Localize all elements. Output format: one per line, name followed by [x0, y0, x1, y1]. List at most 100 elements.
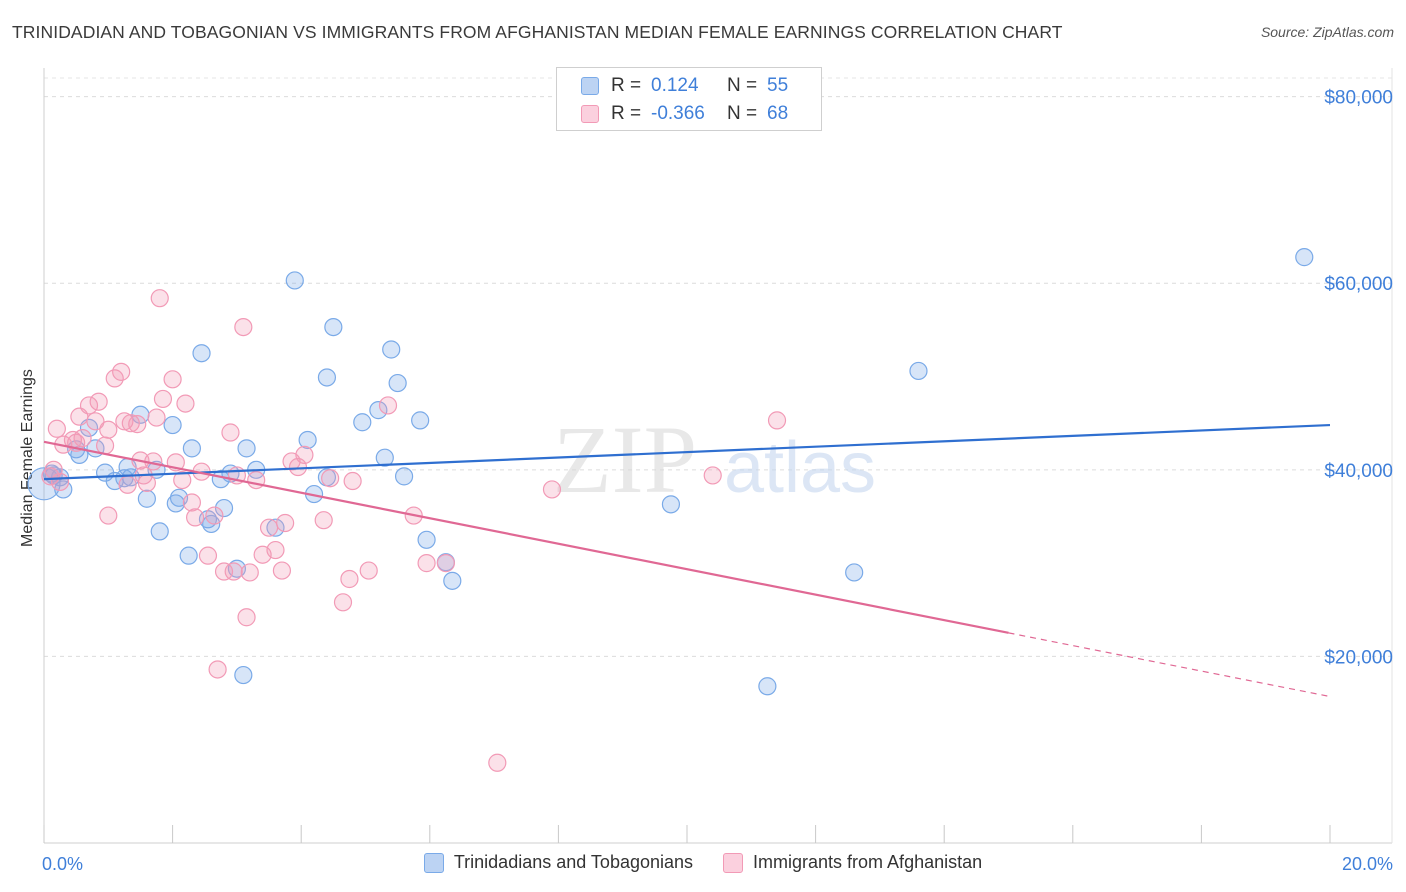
data-point-afghanistan — [182, 493, 201, 512]
data-point-afghanistan — [121, 414, 140, 433]
legend-n-label: N = — [727, 103, 758, 124]
data-point-trinidadians — [285, 271, 304, 290]
data-point-trinidadians — [388, 373, 407, 393]
data-point-trinidadians — [234, 665, 253, 685]
data-point-afghanistan — [105, 369, 124, 388]
data-point-afghanistan — [86, 412, 105, 431]
data-point-afghanistan — [186, 508, 205, 527]
data-point-trinidadians — [298, 430, 317, 450]
data-point-afghanistan — [198, 546, 218, 565]
legend-item-trinidadians[interactable]: Trinidadians and Tobagonians — [423, 852, 694, 873]
data-point-trinidadians — [411, 411, 430, 430]
legend-label-afghanistan: Immigrants from Afghanistan — [753, 852, 983, 872]
data-point-trinidadians — [375, 448, 394, 467]
data-point-afghanistan — [266, 540, 285, 560]
data-point-trinidadians — [353, 413, 372, 432]
data-point-trinidadians — [237, 439, 256, 458]
data-point-afghanistan — [276, 513, 295, 533]
data-point-afghanistan — [147, 408, 166, 427]
data-point-trinidadians — [266, 518, 285, 537]
data-point-trinidadians — [382, 340, 401, 359]
data-point-trinidadians — [845, 563, 864, 582]
data-point-afghanistan — [378, 396, 398, 415]
tick-labels: $20,000 $40,000 $60,000 $80,000 0.0% 20.0% — [42, 88, 1393, 874]
data-point-afghanistan — [343, 471, 362, 491]
data-point-trinidadians — [394, 467, 414, 486]
y-tick-label: $60,000 — [1324, 274, 1393, 295]
data-point-afghanistan — [173, 470, 192, 490]
legend-row-afghanistan: R = -0.366 N = 68 — [581, 101, 788, 127]
data-point-afghanistan — [128, 415, 147, 434]
chart-source: Source: ZipAtlas.com — [1260, 24, 1394, 40]
data-point-trinidadians — [758, 677, 777, 696]
data-point-afghanistan — [99, 506, 118, 525]
data-point-trinidadians — [150, 522, 169, 541]
data-point-trinidadians — [369, 401, 388, 420]
data-point-afghanistan — [703, 466, 722, 485]
data-point-afghanistan — [79, 396, 99, 415]
data-point-afghanistan — [314, 511, 333, 530]
axes — [43, 68, 1393, 844]
legend-row-trinidadians: R = 0.124 N = 55 — [581, 73, 788, 99]
data-point-afghanistan — [214, 562, 234, 581]
legend-item-afghanistan[interactable]: Immigrants from Afghanistan — [723, 852, 982, 873]
watermark-atlas: atlas — [724, 428, 876, 508]
data-point-trinidadians — [443, 571, 462, 590]
data-point-afghanistan — [99, 420, 118, 439]
data-point-afghanistan — [259, 518, 279, 537]
data-point-trinidadians — [166, 494, 185, 513]
data-point-afghanistan — [340, 569, 359, 589]
correlation-legend: R = 0.124 N = 55 R = -0.366 N = 68 — [556, 67, 822, 131]
trend-lines — [43, 423, 1331, 698]
data-point-afghanistan — [221, 423, 240, 442]
legend-n-value: 68 — [767, 103, 789, 124]
legend-label-trinidadians: Trinidadians and Tobagonians — [453, 852, 694, 872]
data-point-trinidadians — [182, 439, 201, 458]
data-point-afghanistan — [118, 475, 137, 494]
data-point-afghanistan — [488, 753, 507, 772]
legend-n-value: 55 — [767, 75, 789, 96]
data-point-afghanistan — [240, 563, 259, 582]
legend-n-label: N = — [727, 75, 758, 96]
data-point-afghanistan — [542, 480, 562, 499]
legend-swatch-blue — [423, 852, 444, 873]
legend-r-label: R = — [611, 75, 642, 96]
data-point-afghanistan — [333, 593, 353, 612]
x-tick-label-max: 20.0% — [1342, 854, 1393, 874]
data-point-trinidadians — [909, 361, 928, 381]
data-point-afghanistan — [89, 392, 108, 411]
data-point-afghanistan — [150, 289, 169, 308]
series-afghanistan-points — [41, 289, 787, 772]
data-point-trinidadians — [661, 495, 681, 514]
legend-r-value: -0.366 — [651, 103, 705, 124]
y-tick-label: $40,000 — [1324, 461, 1393, 482]
legend-swatch-blue — [581, 77, 599, 95]
data-point-afghanistan — [163, 370, 182, 389]
data-point-trinidadians — [163, 415, 182, 435]
data-point-afghanistan — [176, 394, 195, 413]
chart-title: TRINIDADIAN AND TOBAGONIAN VS IMMIGRANTS… — [12, 22, 1063, 42]
data-point-afghanistan — [137, 473, 156, 492]
data-point-trinidadians — [214, 498, 234, 518]
legend-r-value: 0.124 — [651, 75, 699, 96]
data-point-afghanistan — [47, 419, 66, 438]
y-tick-label: $80,000 — [1324, 88, 1393, 109]
legend-swatch-pink — [723, 852, 744, 873]
data-point-trinidadians — [192, 344, 211, 363]
data-point-trinidadians — [417, 530, 436, 549]
legend-swatch-pink — [581, 105, 599, 123]
y-tick-label: $20,000 — [1324, 647, 1393, 668]
legend-r-label: R = — [611, 103, 642, 124]
data-point-afghanistan — [359, 561, 378, 580]
trendline-afghanistan-extension — [1008, 632, 1331, 698]
data-point-afghanistan — [767, 411, 787, 430]
watermark-zip: ZIP — [553, 406, 697, 513]
series-legend: Trinidadians and Tobagonians Immigrants … — [0, 852, 1406, 873]
data-point-afghanistan — [224, 562, 243, 581]
data-point-afghanistan — [295, 445, 314, 465]
data-point-afghanistan — [272, 561, 292, 580]
data-point-trinidadians — [137, 489, 156, 508]
data-point-afghanistan — [95, 436, 115, 455]
data-point-afghanistan — [436, 554, 455, 573]
data-point-trinidadians — [179, 546, 198, 565]
